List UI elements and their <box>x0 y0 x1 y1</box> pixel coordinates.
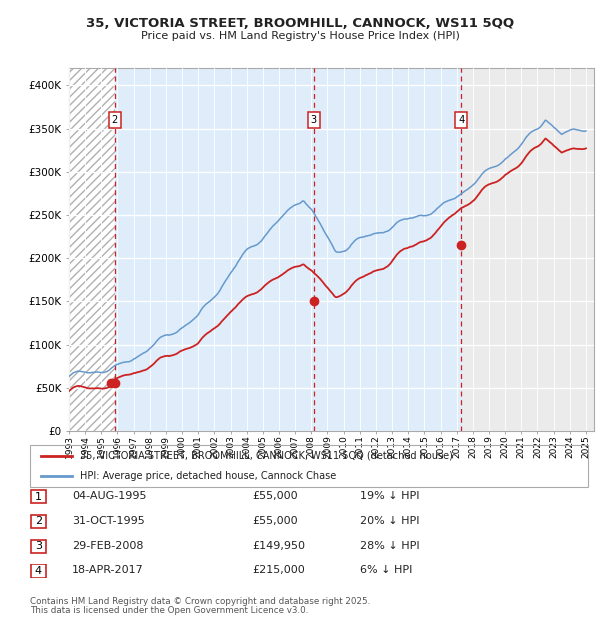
Text: 3: 3 <box>311 115 317 125</box>
Bar <box>461 68 600 431</box>
Text: HPI: Average price, detached house, Cannock Chase: HPI: Average price, detached house, Cann… <box>80 471 337 480</box>
Text: 4: 4 <box>35 566 42 576</box>
Bar <box>69 68 115 431</box>
Text: £215,000: £215,000 <box>252 565 305 575</box>
Text: 35, VICTORIA STREET, BROOMHILL, CANNOCK, WS11 5QQ (detached house): 35, VICTORIA STREET, BROOMHILL, CANNOCK,… <box>80 451 453 461</box>
Bar <box>69 68 115 431</box>
Text: Contains HM Land Registry data © Crown copyright and database right 2025.: Contains HM Land Registry data © Crown c… <box>30 597 370 606</box>
Text: 19% ↓ HPI: 19% ↓ HPI <box>360 491 419 501</box>
Text: 3: 3 <box>35 541 42 551</box>
Text: £55,000: £55,000 <box>252 516 298 526</box>
Text: 4: 4 <box>458 115 464 125</box>
Text: 2: 2 <box>35 516 42 526</box>
Bar <box>69 68 115 431</box>
Text: £149,950: £149,950 <box>252 541 305 551</box>
Bar <box>115 68 461 431</box>
Text: 18-APR-2017: 18-APR-2017 <box>72 565 144 575</box>
Text: 31-OCT-1995: 31-OCT-1995 <box>72 516 145 526</box>
Text: 29-FEB-2008: 29-FEB-2008 <box>72 541 143 551</box>
Text: £55,000: £55,000 <box>252 491 298 501</box>
Bar <box>115 68 461 431</box>
Text: 04-AUG-1995: 04-AUG-1995 <box>72 491 146 501</box>
Text: 1: 1 <box>35 492 42 502</box>
Text: 20% ↓ HPI: 20% ↓ HPI <box>360 516 419 526</box>
Text: Price paid vs. HM Land Registry's House Price Index (HPI): Price paid vs. HM Land Registry's House … <box>140 31 460 41</box>
Text: 6% ↓ HPI: 6% ↓ HPI <box>360 565 412 575</box>
Text: This data is licensed under the Open Government Licence v3.0.: This data is licensed under the Open Gov… <box>30 606 308 615</box>
Bar <box>69 68 115 431</box>
Text: 2: 2 <box>112 115 118 125</box>
Bar <box>69 68 600 431</box>
Text: 28% ↓ HPI: 28% ↓ HPI <box>360 541 419 551</box>
Text: 35, VICTORIA STREET, BROOMHILL, CANNOCK, WS11 5QQ: 35, VICTORIA STREET, BROOMHILL, CANNOCK,… <box>86 17 514 30</box>
